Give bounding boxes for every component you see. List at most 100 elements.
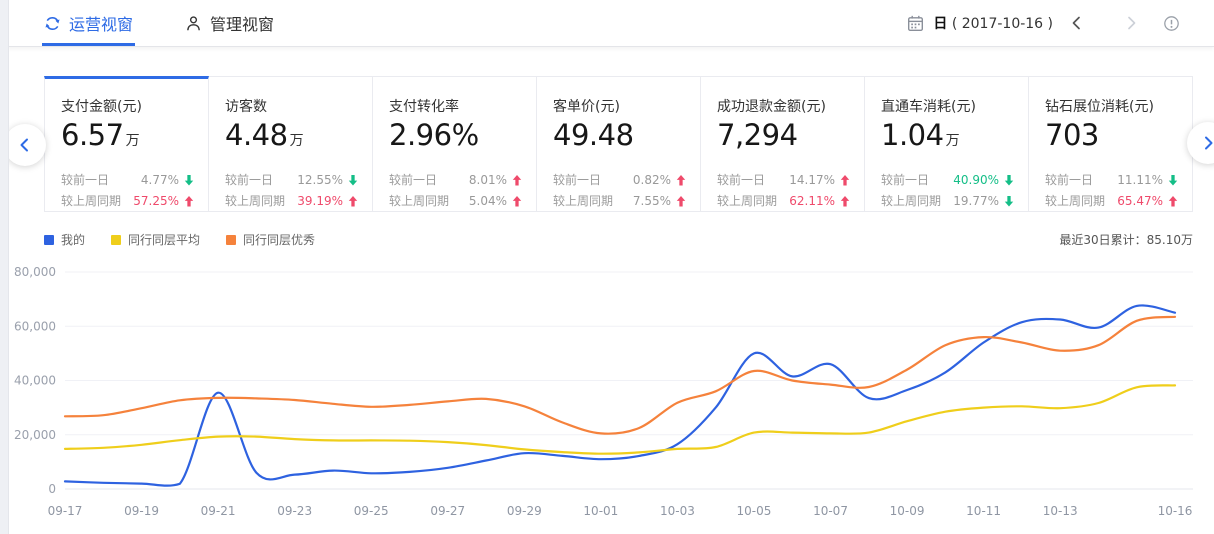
up-arrow-icon bbox=[512, 196, 522, 207]
legend-swatch bbox=[111, 234, 122, 245]
metric-compare-rows: 较前一日 11.11% 较上周同期 65.47% bbox=[1045, 170, 1178, 212]
legend-item[interactable]: 同行同层优秀 bbox=[226, 231, 315, 248]
trend-chart[interactable]: 0 20,000 40,000 60,000 80,000 09-17 09-19 09-21… bbox=[0, 255, 1214, 534]
compare-row: 较上周同期 7.55% bbox=[553, 191, 686, 212]
metric-value-number: 2.96% bbox=[389, 118, 479, 152]
metric-value-number: 703 bbox=[1045, 118, 1099, 152]
compare-label: 较上周同期 bbox=[717, 194, 778, 208]
chart-legend: 我的 同行同层平均 同行同层优秀 bbox=[44, 231, 341, 248]
up-arrow-icon bbox=[348, 196, 358, 207]
compare-row: 较上周同期 19.77% bbox=[881, 191, 1014, 212]
metric-card[interactable]: 客单价(元) 49.48 较前一日 0.82% 较上周同期 7.55% bbox=[537, 76, 701, 212]
compare-label: 较上周同期 bbox=[1045, 194, 1106, 208]
date-selector[interactable]: 日 ( 2017-10-16 ) bbox=[933, 13, 1053, 33]
compare-value: 4.77% bbox=[140, 173, 179, 187]
x-axis-label: 09-19 bbox=[124, 504, 159, 518]
x-axis-label: 09-27 bbox=[430, 504, 465, 518]
x-axis-label: 10-09 bbox=[890, 504, 925, 518]
legend-item[interactable]: 我的 bbox=[44, 231, 85, 248]
metric-value-number: 6.57 bbox=[61, 118, 124, 152]
compare-value: 0.82% bbox=[632, 173, 671, 187]
y-axis-label: 60,000 bbox=[14, 319, 56, 333]
metric-card[interactable]: 支付转化率 2.96% 较前一日 8.01% 较上周同期 5.04% bbox=[373, 76, 537, 212]
date-granularity: 日 bbox=[933, 16, 948, 32]
metric-card[interactable]: 支付金额(元) 6.57 万较前一日 4.77% 较上周同期 57.25% bbox=[44, 76, 209, 212]
up-arrow-icon bbox=[676, 196, 686, 207]
compare-label: 较前一日 bbox=[717, 173, 766, 187]
metric-value-number: 4.48 bbox=[225, 118, 288, 152]
compare-row: 较上周同期 57.25% bbox=[61, 191, 194, 212]
tab-management-view[interactable]: 管理视窗 bbox=[185, 0, 274, 46]
cards-scroll-left-button[interactable] bbox=[4, 124, 46, 166]
metric-card[interactable]: 成功退款金额(元) 7,294 较前一日 14.17% 较上周同期 62.11% bbox=[701, 76, 865, 212]
x-axis-label: 09-29 bbox=[507, 504, 542, 518]
y-axis-label: 0 bbox=[48, 482, 56, 496]
metric-compare-rows: 较前一日 14.17% 较上周同期 62.11% bbox=[717, 170, 850, 212]
metric-compare-rows: 较前一日 12.55% 较上周同期 39.19% bbox=[225, 170, 358, 212]
info-icon[interactable] bbox=[1163, 15, 1180, 32]
metric-compare-rows: 较前一日 4.77% 较上周同期 57.25% bbox=[61, 170, 194, 212]
compare-row: 较前一日 14.17% bbox=[717, 170, 850, 191]
metric-value-unit: 万 bbox=[945, 133, 960, 149]
date-value: ( 2017-10-16 ) bbox=[951, 16, 1053, 32]
metric-title: 支付金额(元) bbox=[61, 99, 142, 115]
compare-value: 19.77% bbox=[953, 194, 999, 208]
series-line bbox=[63, 384, 1177, 455]
legend-item[interactable]: 同行同层平均 bbox=[111, 231, 200, 248]
compare-label: 较上周同期 bbox=[389, 194, 450, 208]
compare-row: 较前一日 0.82% bbox=[553, 170, 686, 191]
metric-value: 1.04 万 bbox=[881, 119, 1014, 157]
metric-title: 客单价(元) bbox=[553, 99, 620, 115]
compare-value: 40.90% bbox=[953, 173, 999, 187]
series-line bbox=[63, 315, 1177, 435]
carousel-left-icon bbox=[20, 138, 28, 152]
y-axis-label: 20,000 bbox=[14, 428, 56, 442]
legend-label: 同行同层优秀 bbox=[243, 233, 316, 247]
metric-value-unit: 万 bbox=[289, 133, 304, 149]
metric-card[interactable]: 访客数 4.48 万较前一日 12.55% 较上周同期 39.19% bbox=[209, 76, 373, 212]
compare-value: 39.19% bbox=[297, 194, 343, 208]
metric-card[interactable]: 钻石展位消耗(元) 703 较前一日 11.11% 较上周同期 65.47% bbox=[1029, 76, 1193, 212]
chevron-right-icon[interactable] bbox=[1123, 15, 1139, 31]
up-arrow-icon bbox=[184, 196, 194, 207]
chevron-left-icon[interactable] bbox=[1069, 15, 1085, 31]
down-arrow-icon bbox=[1004, 175, 1014, 186]
compare-label: 较上周同期 bbox=[225, 194, 286, 208]
tab-operations-label: 运营视窗 bbox=[69, 15, 134, 34]
compare-label: 较前一日 bbox=[1045, 173, 1094, 187]
x-axis-label: 10-11 bbox=[966, 504, 1001, 518]
compare-value: 65.47% bbox=[1117, 194, 1163, 208]
tab-operations-view[interactable]: 运营视窗 bbox=[41, 0, 136, 46]
metric-compare-rows: 较前一日 8.01% 较上周同期 5.04% bbox=[389, 170, 522, 212]
compare-row: 较上周同期 39.19% bbox=[225, 191, 358, 212]
compare-value: 5.04% bbox=[468, 194, 507, 208]
metric-value: 6.57 万 bbox=[61, 119, 194, 157]
up-arrow-icon bbox=[512, 175, 522, 186]
cards-scroll-right-button[interactable] bbox=[1187, 122, 1214, 164]
compare-value: 11.11% bbox=[1117, 173, 1163, 187]
metric-value-unit: 万 bbox=[125, 133, 140, 149]
x-axis-label: 10-01 bbox=[583, 504, 618, 518]
compare-label: 较上周同期 bbox=[61, 194, 122, 208]
compare-row: 较前一日 40.90% bbox=[881, 170, 1014, 191]
x-axis-label: 09-21 bbox=[201, 504, 236, 518]
compare-row: 较前一日 8.01% bbox=[389, 170, 522, 191]
x-axis-label: 10-03 bbox=[660, 504, 695, 518]
x-axis-label: 10-07 bbox=[813, 504, 848, 518]
down-arrow-icon bbox=[1004, 196, 1014, 207]
x-axis-label: 10-05 bbox=[737, 504, 772, 518]
metric-card[interactable]: 直通车消耗(元) 1.04 万较前一日 40.90% 较上周同期 19.77% bbox=[865, 76, 1029, 212]
down-arrow-icon bbox=[184, 175, 194, 186]
up-arrow-icon bbox=[840, 196, 850, 207]
x-axis-label: 10-16 bbox=[1158, 504, 1193, 518]
metric-value: 703 bbox=[1045, 119, 1178, 157]
page-gutter bbox=[0, 0, 9, 534]
chart-legend-row: 我的 同行同层平均 同行同层优秀 最近30日累计：85.10万 bbox=[44, 231, 1193, 248]
y-axis-label: 80,000 bbox=[14, 265, 56, 279]
carousel-right-icon bbox=[1205, 136, 1213, 150]
compare-value: 57.25% bbox=[133, 194, 179, 208]
compare-label: 较上周同期 bbox=[553, 194, 614, 208]
metric-value: 49.48 bbox=[553, 119, 686, 157]
metric-title: 直通车消耗(元) bbox=[881, 99, 976, 115]
metric-title: 访客数 bbox=[225, 99, 267, 115]
